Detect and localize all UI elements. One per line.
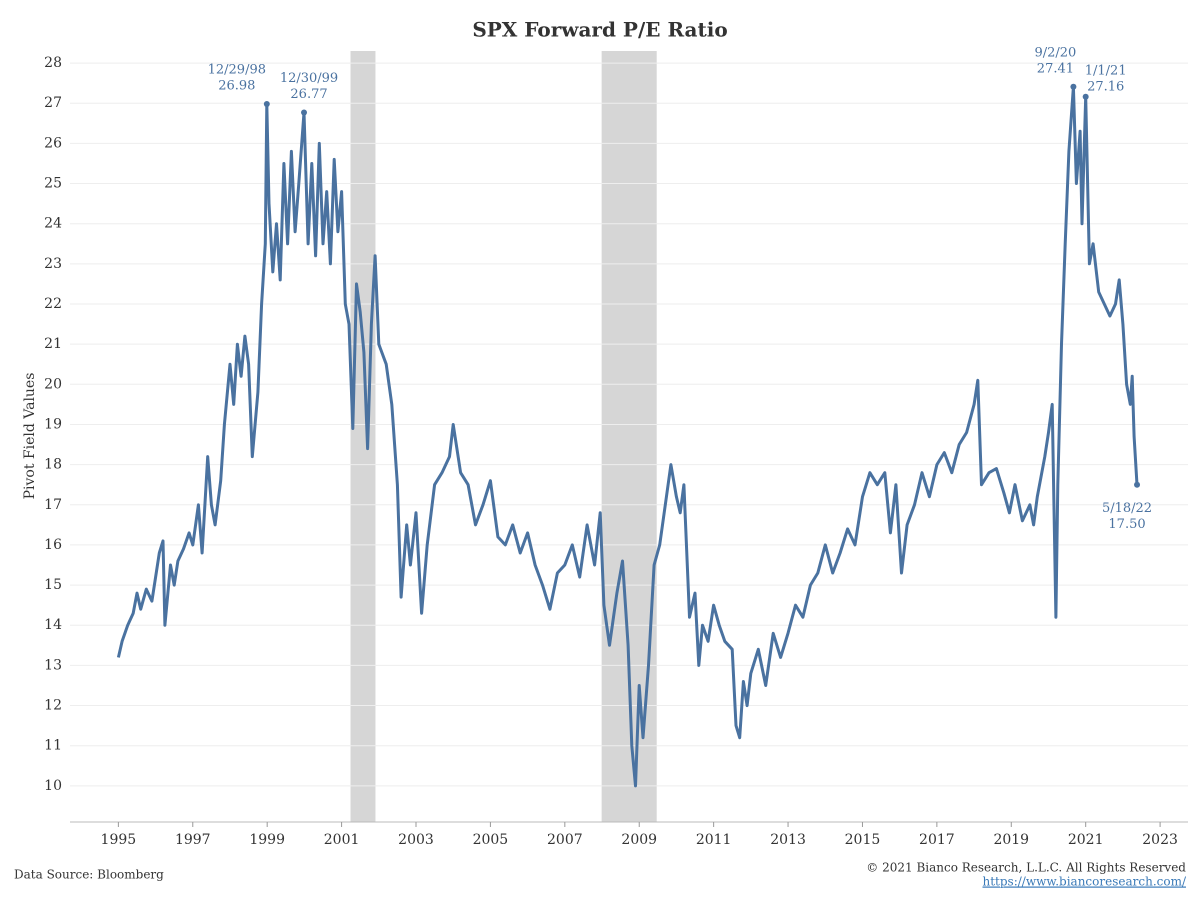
y-tick-label: 20 bbox=[44, 376, 62, 392]
x-tick-label: 2017 bbox=[919, 832, 955, 848]
annotation-date: 12/29/98 bbox=[208, 63, 266, 78]
x-tick-label: 2023 bbox=[1142, 832, 1178, 848]
source: Data Source: Bloomberg bbox=[14, 868, 164, 882]
x-tick-label: 2003 bbox=[398, 832, 434, 848]
annotation-point bbox=[263, 101, 270, 108]
x-tick-label: 2019 bbox=[993, 832, 1029, 848]
annotation-value: 17.50 bbox=[1108, 517, 1145, 532]
x-tick-label: 2013 bbox=[770, 832, 806, 848]
plot bbox=[70, 51, 1188, 822]
y-tick-label: 21 bbox=[44, 336, 62, 352]
annotation-point bbox=[1070, 83, 1077, 90]
y-tick-label: 23 bbox=[44, 256, 62, 272]
x-tick-label: 1995 bbox=[101, 832, 137, 848]
x-tick-label: 2005 bbox=[473, 832, 509, 848]
annotation-date: 1/1/21 bbox=[1085, 63, 1127, 78]
y-tick-label: 24 bbox=[44, 216, 62, 232]
annotation-date: 5/18/22 bbox=[1102, 501, 1152, 516]
y-tick-label: 12 bbox=[44, 698, 62, 714]
annotation-value: 27.16 bbox=[1087, 79, 1124, 94]
copyright: © 2021 Bianco Research, L.L.C. All Right… bbox=[866, 861, 1186, 875]
annotation-point bbox=[1134, 481, 1141, 488]
x-tick-label: 2021 bbox=[1068, 832, 1104, 848]
y-tick-label: 25 bbox=[44, 176, 62, 192]
annotation-value: 26.77 bbox=[290, 87, 327, 102]
x-tick-label: 2007 bbox=[547, 832, 583, 848]
recession-band bbox=[350, 51, 376, 822]
x-tick-label: 1999 bbox=[249, 832, 285, 848]
annotation-point bbox=[301, 109, 308, 116]
y-tick-label: 10 bbox=[44, 778, 62, 794]
y-tick-label: 17 bbox=[44, 497, 62, 513]
y-tick-label: 15 bbox=[44, 577, 62, 593]
y-tick-label: 14 bbox=[44, 617, 62, 633]
x-tick-label: 2015 bbox=[845, 832, 881, 848]
y-tick-label: 18 bbox=[44, 457, 62, 473]
annotation-date: 12/30/99 bbox=[280, 71, 338, 86]
chart-title: SPX Forward P/E Ratio bbox=[472, 18, 727, 42]
annotation-value: 27.41 bbox=[1037, 61, 1074, 76]
y-tick-label: 16 bbox=[44, 537, 62, 553]
y-tick-label: 11 bbox=[44, 738, 62, 754]
line-series bbox=[116, 85, 1139, 788]
y-tick-label: 28 bbox=[44, 55, 62, 71]
url[interactable]: https://www.biancoresearch.com/ bbox=[982, 875, 1186, 889]
y-axis-label: Pivot Field Values bbox=[22, 373, 38, 500]
y-tick-label: 26 bbox=[44, 135, 62, 151]
annotation-value: 26.98 bbox=[218, 79, 255, 94]
x-tick-label: 2011 bbox=[696, 832, 732, 848]
x-tick-label: 2001 bbox=[324, 832, 360, 848]
x-tick-label: 1997 bbox=[175, 832, 211, 848]
y-tick-label: 19 bbox=[44, 416, 62, 432]
y-tick-label: 13 bbox=[44, 657, 62, 673]
y-tick-label: 22 bbox=[44, 296, 62, 312]
y-tick-label: 27 bbox=[44, 95, 62, 111]
x-tick-label: 2009 bbox=[621, 832, 657, 848]
annotation-point bbox=[1082, 93, 1089, 100]
annotation-date: 9/2/20 bbox=[1034, 45, 1076, 60]
